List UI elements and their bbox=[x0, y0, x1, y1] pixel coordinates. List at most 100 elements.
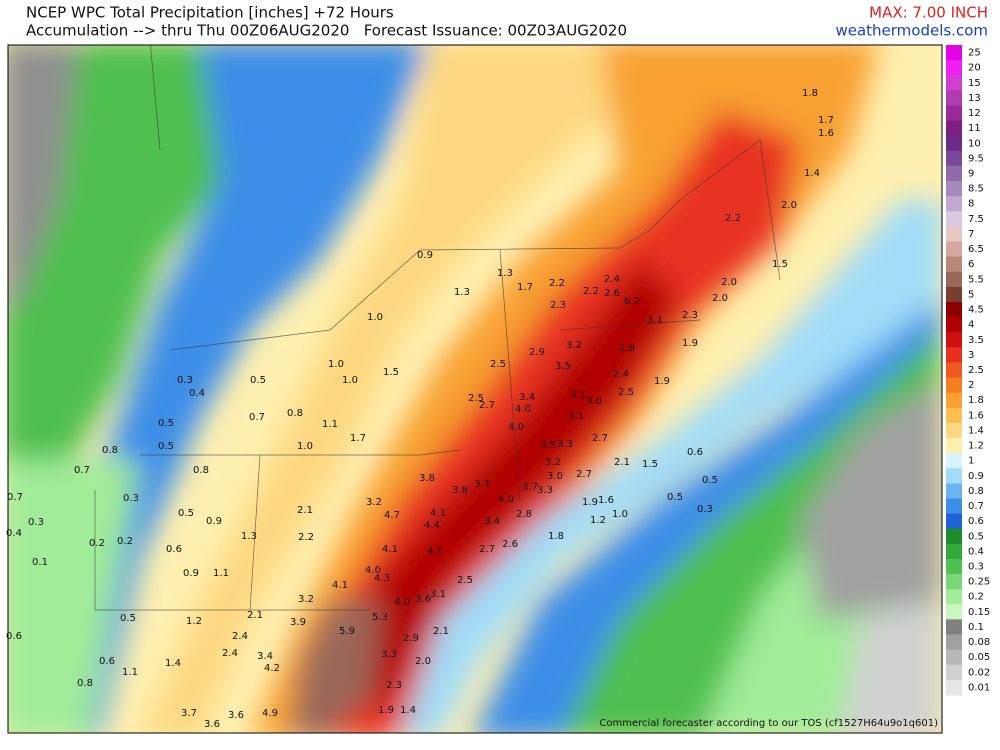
map-value-label: 4.0 bbox=[365, 565, 381, 576]
map-value-label: 1.5 bbox=[642, 459, 658, 470]
title-line2: Accumulation --> thru Thu 00Z06AUG2020 F… bbox=[26, 22, 627, 40]
map-value-label: 2.8 bbox=[516, 509, 532, 520]
map-value-label: 3.6 bbox=[228, 710, 244, 721]
map-value-label: 3.5 bbox=[540, 440, 556, 451]
map-value-label: 3.6 bbox=[415, 594, 431, 605]
colorbar-label: 7 bbox=[968, 229, 974, 240]
map-value-label: 1.3 bbox=[454, 287, 470, 298]
colorbar-swatch bbox=[946, 105, 962, 122]
map-value-label: 3.4 bbox=[257, 651, 273, 662]
colorbar-swatch bbox=[946, 498, 962, 515]
map-value-label: 3.4 bbox=[519, 392, 535, 403]
map-value-label: 0.6 bbox=[166, 544, 182, 555]
colorbar-swatch bbox=[946, 286, 962, 303]
map-value-label: 0.7 bbox=[249, 412, 265, 423]
map-value-label: 1.3 bbox=[241, 531, 257, 542]
colorbar-swatch bbox=[946, 211, 962, 227]
map-value-label: 2.6 bbox=[502, 539, 518, 550]
colorbar-label: 1.8 bbox=[968, 395, 984, 406]
map-value-label: 2.0 bbox=[781, 200, 797, 211]
map-value-label: 0.8 bbox=[287, 408, 303, 419]
colorbar-swatch bbox=[946, 543, 962, 560]
colorbar-swatch bbox=[946, 90, 962, 106]
colorbar-label: 0.08 bbox=[968, 637, 990, 648]
map-value-label: 4.1 bbox=[427, 546, 443, 557]
map-value-label: 4.9 bbox=[262, 708, 278, 719]
map-value-label: 1.5 bbox=[383, 367, 399, 378]
map-value-label: 2.6 bbox=[604, 288, 620, 299]
map-value-label: 0.9 bbox=[206, 516, 222, 527]
map-value-label: 1.9 bbox=[378, 705, 394, 716]
map-value-label: 2.7 bbox=[479, 544, 495, 555]
map-value-label: 1.0 bbox=[328, 359, 344, 370]
map-value-label: 1.9 bbox=[582, 497, 598, 508]
colorbar-swatch bbox=[946, 483, 962, 499]
map-value-label: 1.6 bbox=[818, 128, 834, 139]
map-value-label: 2.0 bbox=[712, 293, 728, 304]
footer-note: Commercial forecaster according to our T… bbox=[599, 718, 938, 729]
colorbar-label: 0.1 bbox=[968, 622, 984, 633]
colorbar-swatch bbox=[946, 453, 962, 469]
map-value-label: 2.4 bbox=[604, 274, 620, 285]
map-value-label: 5.9 bbox=[339, 626, 355, 637]
map-value-label: 0.4 bbox=[189, 388, 205, 399]
map-value-label: 4.1 bbox=[382, 544, 398, 555]
map-value-label: 2.9 bbox=[403, 633, 419, 644]
map-value-label: 3.8 bbox=[419, 473, 435, 484]
site-name: weathermodels.com bbox=[835, 22, 988, 40]
colorbar-label: 15 bbox=[968, 78, 981, 89]
map-value-label: 2.0 bbox=[721, 277, 737, 288]
colorbar-label: 0.02 bbox=[968, 667, 990, 678]
colorbar-label: 13 bbox=[968, 93, 981, 104]
map-value-label: 2.8 bbox=[619, 343, 635, 354]
colorbar-swatch bbox=[946, 558, 962, 575]
colorbar-swatch bbox=[946, 438, 962, 454]
map-value-label: 3.5 bbox=[555, 361, 571, 372]
colorbar-swatch bbox=[946, 45, 962, 61]
map-value-label: 4.0 bbox=[515, 404, 531, 415]
colorbar-swatch bbox=[946, 377, 962, 394]
colorbar-swatch bbox=[946, 150, 962, 167]
map-value-label: 0.5 bbox=[158, 441, 174, 452]
map-value-label: 0.3 bbox=[123, 493, 139, 504]
title-line1: NCEP WPC Total Precipitation [inches] +7… bbox=[26, 4, 394, 22]
map-value-label: 1.4 bbox=[400, 705, 416, 716]
map-value-label: 3.7 bbox=[522, 482, 538, 493]
map-value-label: 3.7 bbox=[181, 708, 197, 719]
map-value-label: 0.7 bbox=[74, 465, 90, 476]
colorbar-swatch bbox=[946, 528, 962, 545]
colorbar-swatch bbox=[946, 241, 962, 258]
map-value-label: 1.6 bbox=[598, 495, 614, 506]
map-value-label: 3.3 bbox=[537, 485, 553, 496]
map-value-label: 0.6 bbox=[99, 656, 115, 667]
colorbar-label: 8 bbox=[968, 199, 974, 210]
colorbar-swatch bbox=[946, 407, 962, 424]
colorbar-label: 2 bbox=[968, 380, 974, 391]
colorbar-swatch bbox=[946, 589, 962, 605]
colorbar-label: 6.5 bbox=[968, 244, 984, 255]
map-value-label: 1.9 bbox=[682, 338, 698, 349]
map-value-label: 3.1 bbox=[568, 411, 584, 422]
map-value-label: 2.4 bbox=[232, 631, 248, 642]
colorbar-swatch bbox=[946, 271, 962, 288]
colorbar-swatch bbox=[946, 679, 962, 696]
colorbar-swatch bbox=[946, 60, 962, 76]
map-value-label: 1.0 bbox=[367, 312, 383, 323]
colorbar-label: 11 bbox=[968, 123, 981, 134]
colorbar-label: 5 bbox=[968, 289, 974, 300]
map-value-label: 3.2 bbox=[545, 457, 561, 468]
map-value-label: 2.4 bbox=[222, 648, 238, 659]
colorbar-label: 0.6 bbox=[968, 516, 984, 527]
map-value-label: 0.9 bbox=[417, 250, 433, 261]
map-value-label: 1.0 bbox=[612, 509, 628, 520]
colorbar-label: 3 bbox=[968, 350, 974, 361]
map-value-label: 0.5 bbox=[667, 492, 683, 503]
map-value-label: 3.0 bbox=[547, 471, 563, 482]
colorbar-swatch bbox=[946, 649, 962, 666]
map-value-label: 2.5 bbox=[618, 387, 634, 398]
map-value-label: 3.2 bbox=[566, 340, 582, 351]
map-value-label: 2.1 bbox=[297, 505, 313, 516]
map-value-label: 1.4 bbox=[804, 168, 820, 179]
